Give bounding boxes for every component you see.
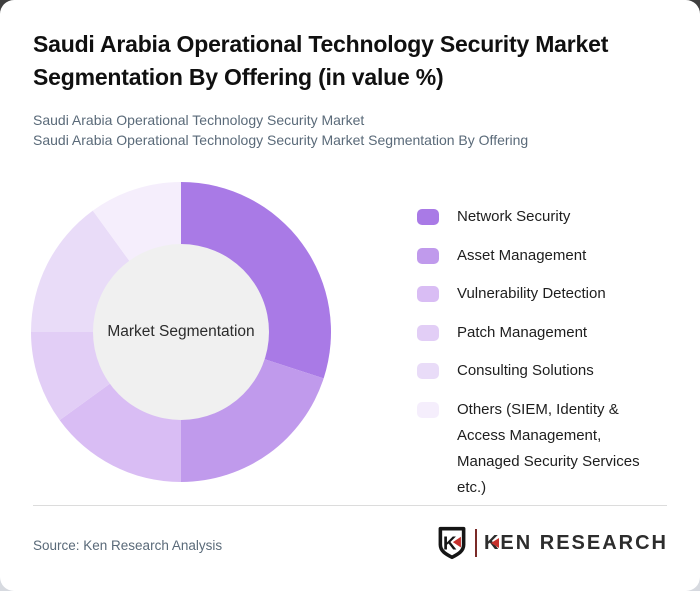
subtitle-line-2: Saudi Arabia Operational Technology Secu… [33,131,529,148]
legend-swatch-icon [417,209,439,225]
legend-label: Network Security [457,208,571,225]
legend-item-asset-management: Asset Management [417,243,667,269]
donut-center-circle [93,244,269,420]
legend-item-consulting-solutions: Consulting Solutions [417,358,667,384]
legend-item-network-security: Network Security [417,204,667,230]
logo-separator [474,529,477,557]
subtitle-line-1: Saudi Arabia Operational Technology Secu… [33,112,365,128]
logo-badge-triangle-icon [452,536,461,548]
legend-label: Asset Management [457,246,587,264]
page-title: Saudi Arabia Operational Technology Secu… [33,31,609,90]
legend-item-vulnerability-detection: Vulnerability Detection [417,281,667,307]
legend-swatch-icon [417,401,439,418]
logo-wordmark: KEN RESEARCH [484,532,668,555]
legend-swatch-icon [417,247,439,264]
legend-swatch-icon [417,363,439,379]
chart-legend: Network Security Asset Management Vulner… [417,204,667,501]
legend-label: Others (SIEM, Identity & Access Manageme… [457,400,640,496]
logo-k-accent-triangle-icon [490,538,499,548]
donut-center-label: Market Segmentation [107,323,255,340]
donut-svg [31,182,332,482]
donut-chart: Market Segmentation [31,182,332,482]
legend-label: Patch Management [457,323,588,341]
logo-wordmark-text: KEN RESEARCH [483,531,668,554]
logo-shield-icon: K [438,526,466,560]
legend-label: Consulting Solutions [457,362,594,379]
legend-item-others: Others (SIEM, Identity & Access Manageme… [417,397,667,501]
footer-divider [33,505,667,506]
legend-item-patch-management: Patch Management [417,320,667,346]
ken-research-logo: K KEN RESEARCH [436,526,668,560]
subtitle-block: Saudi Arabia Operational Technology Secu… [33,111,655,150]
logo-badge-letter: K [443,532,457,553]
legend-swatch-icon [417,324,439,341]
legend-swatch-icon [417,286,439,302]
logo-shield-outline [438,526,466,560]
legend-label: Vulnerability Detection [457,285,606,302]
source-note: Source: Ken Research Analysis [33,538,223,553]
